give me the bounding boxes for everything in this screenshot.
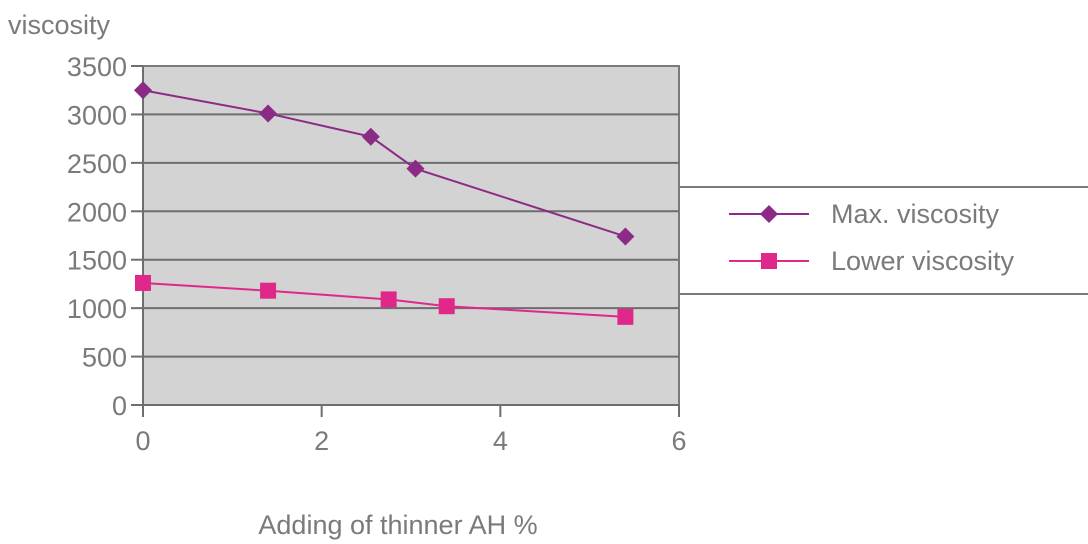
data-point — [259, 104, 278, 123]
data-point — [135, 274, 151, 291]
data-point — [616, 227, 635, 246]
y-axis-label: viscosity — [8, 10, 111, 40]
series-2 — [135, 274, 634, 325]
data-point — [617, 308, 634, 325]
legend-marker — [760, 205, 778, 223]
data-point — [134, 81, 152, 100]
legend-box — [678, 186, 1088, 295]
data-series — [134, 81, 635, 325]
data-point — [260, 282, 277, 299]
axes: 0 500 1000 1500 2000 2500 3000 3500 0 2 4 6 — [67, 52, 687, 456]
gridlines — [143, 113, 679, 358]
data-point — [380, 291, 397, 308]
y-tick-label: 500 — [82, 343, 127, 373]
y-tick-label: 2500 — [67, 149, 127, 179]
y-tick-label: 1500 — [67, 246, 127, 276]
legend-marker — [761, 253, 777, 269]
y-tick-label: 0 — [112, 391, 127, 421]
legend-label: Max. viscosity — [831, 199, 1000, 229]
x-axis-label: Adding of thinner AH % — [258, 510, 537, 540]
plot-area — [142, 65, 680, 406]
y-tick-label: 3500 — [67, 52, 127, 82]
x-tick-label: 0 — [135, 426, 150, 456]
y-tick-label: 3000 — [67, 100, 127, 130]
data-point — [406, 159, 425, 178]
x-tick-label: 4 — [493, 426, 508, 456]
series-1 — [134, 81, 635, 246]
x-tick-label: 2 — [314, 426, 329, 456]
y-tick-label: 1000 — [67, 294, 127, 324]
legend: Max. viscosity Lower viscosity — [678, 186, 1088, 295]
data-point — [361, 127, 380, 146]
y-tick-label: 2000 — [67, 197, 127, 227]
data-point — [438, 298, 455, 315]
legend-label: Lower viscosity — [831, 246, 1015, 276]
x-tick-label: 6 — [671, 426, 686, 456]
